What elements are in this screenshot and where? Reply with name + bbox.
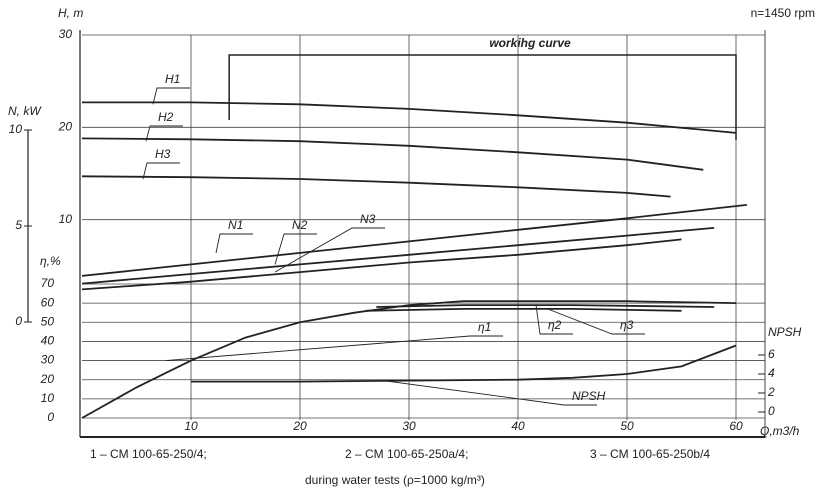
y-axis-title: η,%: [40, 254, 61, 268]
series-line: [81, 137, 704, 171]
note: during water tests (ρ=1000 kg/m³): [305, 473, 485, 487]
y-tick-label: 10: [9, 122, 23, 136]
y-tick-label: 0: [47, 410, 54, 424]
x-axis-title: Q,m3/h: [760, 424, 800, 438]
x-tick-label: 10: [184, 419, 198, 433]
leader-line: [165, 335, 503, 362]
y-tick-label: 30: [59, 27, 73, 41]
leader-line: [547, 308, 645, 335]
y-axis-title: N, kW: [8, 104, 42, 118]
series-line: [365, 308, 682, 312]
y-tick-label: 60: [41, 295, 55, 309]
series-label: η2: [548, 318, 562, 332]
series-label: η1: [478, 320, 491, 334]
series-line: [81, 227, 715, 285]
x-tick-label: 20: [292, 419, 307, 433]
y-tick-label: 10: [41, 391, 55, 405]
series-line: [82, 101, 737, 134]
y-tick-label: 20: [40, 372, 55, 386]
series-label: η3: [620, 318, 634, 332]
working-curve-bracket: [228, 54, 737, 140]
x-tick-label: 40: [511, 419, 525, 433]
series-line: [81, 204, 747, 277]
x-tick-label: 30: [402, 419, 416, 433]
leader-line: [145, 125, 183, 142]
x-tick-label: 60: [729, 419, 743, 433]
series-line: [191, 344, 737, 383]
y-tick-label: 4: [768, 366, 775, 380]
series-label: NPSH: [572, 389, 606, 403]
series-line: [81, 300, 737, 419]
series-label: N1: [228, 218, 243, 232]
y-tick-label: 6: [768, 347, 775, 361]
y-tick-label: 5: [15, 218, 22, 232]
y-tick-label: 40: [41, 334, 55, 348]
leader-line: [215, 233, 253, 253]
series-line: [81, 238, 682, 291]
y-axis-title: NPSH: [768, 325, 802, 339]
y-tick-label: 2: [767, 385, 775, 399]
x-tick-label: 50: [620, 419, 634, 433]
y-tick-label: 30: [41, 353, 55, 367]
leader-line: [152, 87, 190, 105]
y-tick-label: 20: [58, 120, 73, 134]
note: 3 – CM 100-65-250b/4: [590, 447, 710, 461]
leader-line: [142, 162, 180, 180]
series-label: H2: [158, 110, 174, 124]
note: 1 – CM 100-65-250/4;: [90, 447, 207, 461]
y-tick-label: 50: [41, 314, 55, 328]
series-line: [376, 304, 715, 308]
leader-line: [274, 227, 385, 273]
leader-line: [535, 304, 573, 335]
y-tick-label: 10: [59, 212, 73, 226]
y-tick-label: 0: [15, 314, 22, 328]
series-label: H1: [165, 72, 180, 86]
series-label: H3: [155, 147, 171, 161]
series-line: [81, 175, 671, 198]
note: 2 – CM 100-65-250a/4;: [345, 447, 468, 461]
series-label: N3: [360, 212, 376, 226]
y-axis-title: H, m: [58, 6, 83, 20]
y-tick-label: 70: [41, 276, 55, 290]
y-tick-label: 0: [768, 404, 775, 418]
leader-line: [274, 233, 317, 265]
speed-label: n=1450 rpm: [751, 6, 815, 20]
working-curve-label: workihg curve: [489, 36, 571, 50]
series-label: N2: [292, 218, 308, 232]
leader-line: [383, 380, 597, 406]
